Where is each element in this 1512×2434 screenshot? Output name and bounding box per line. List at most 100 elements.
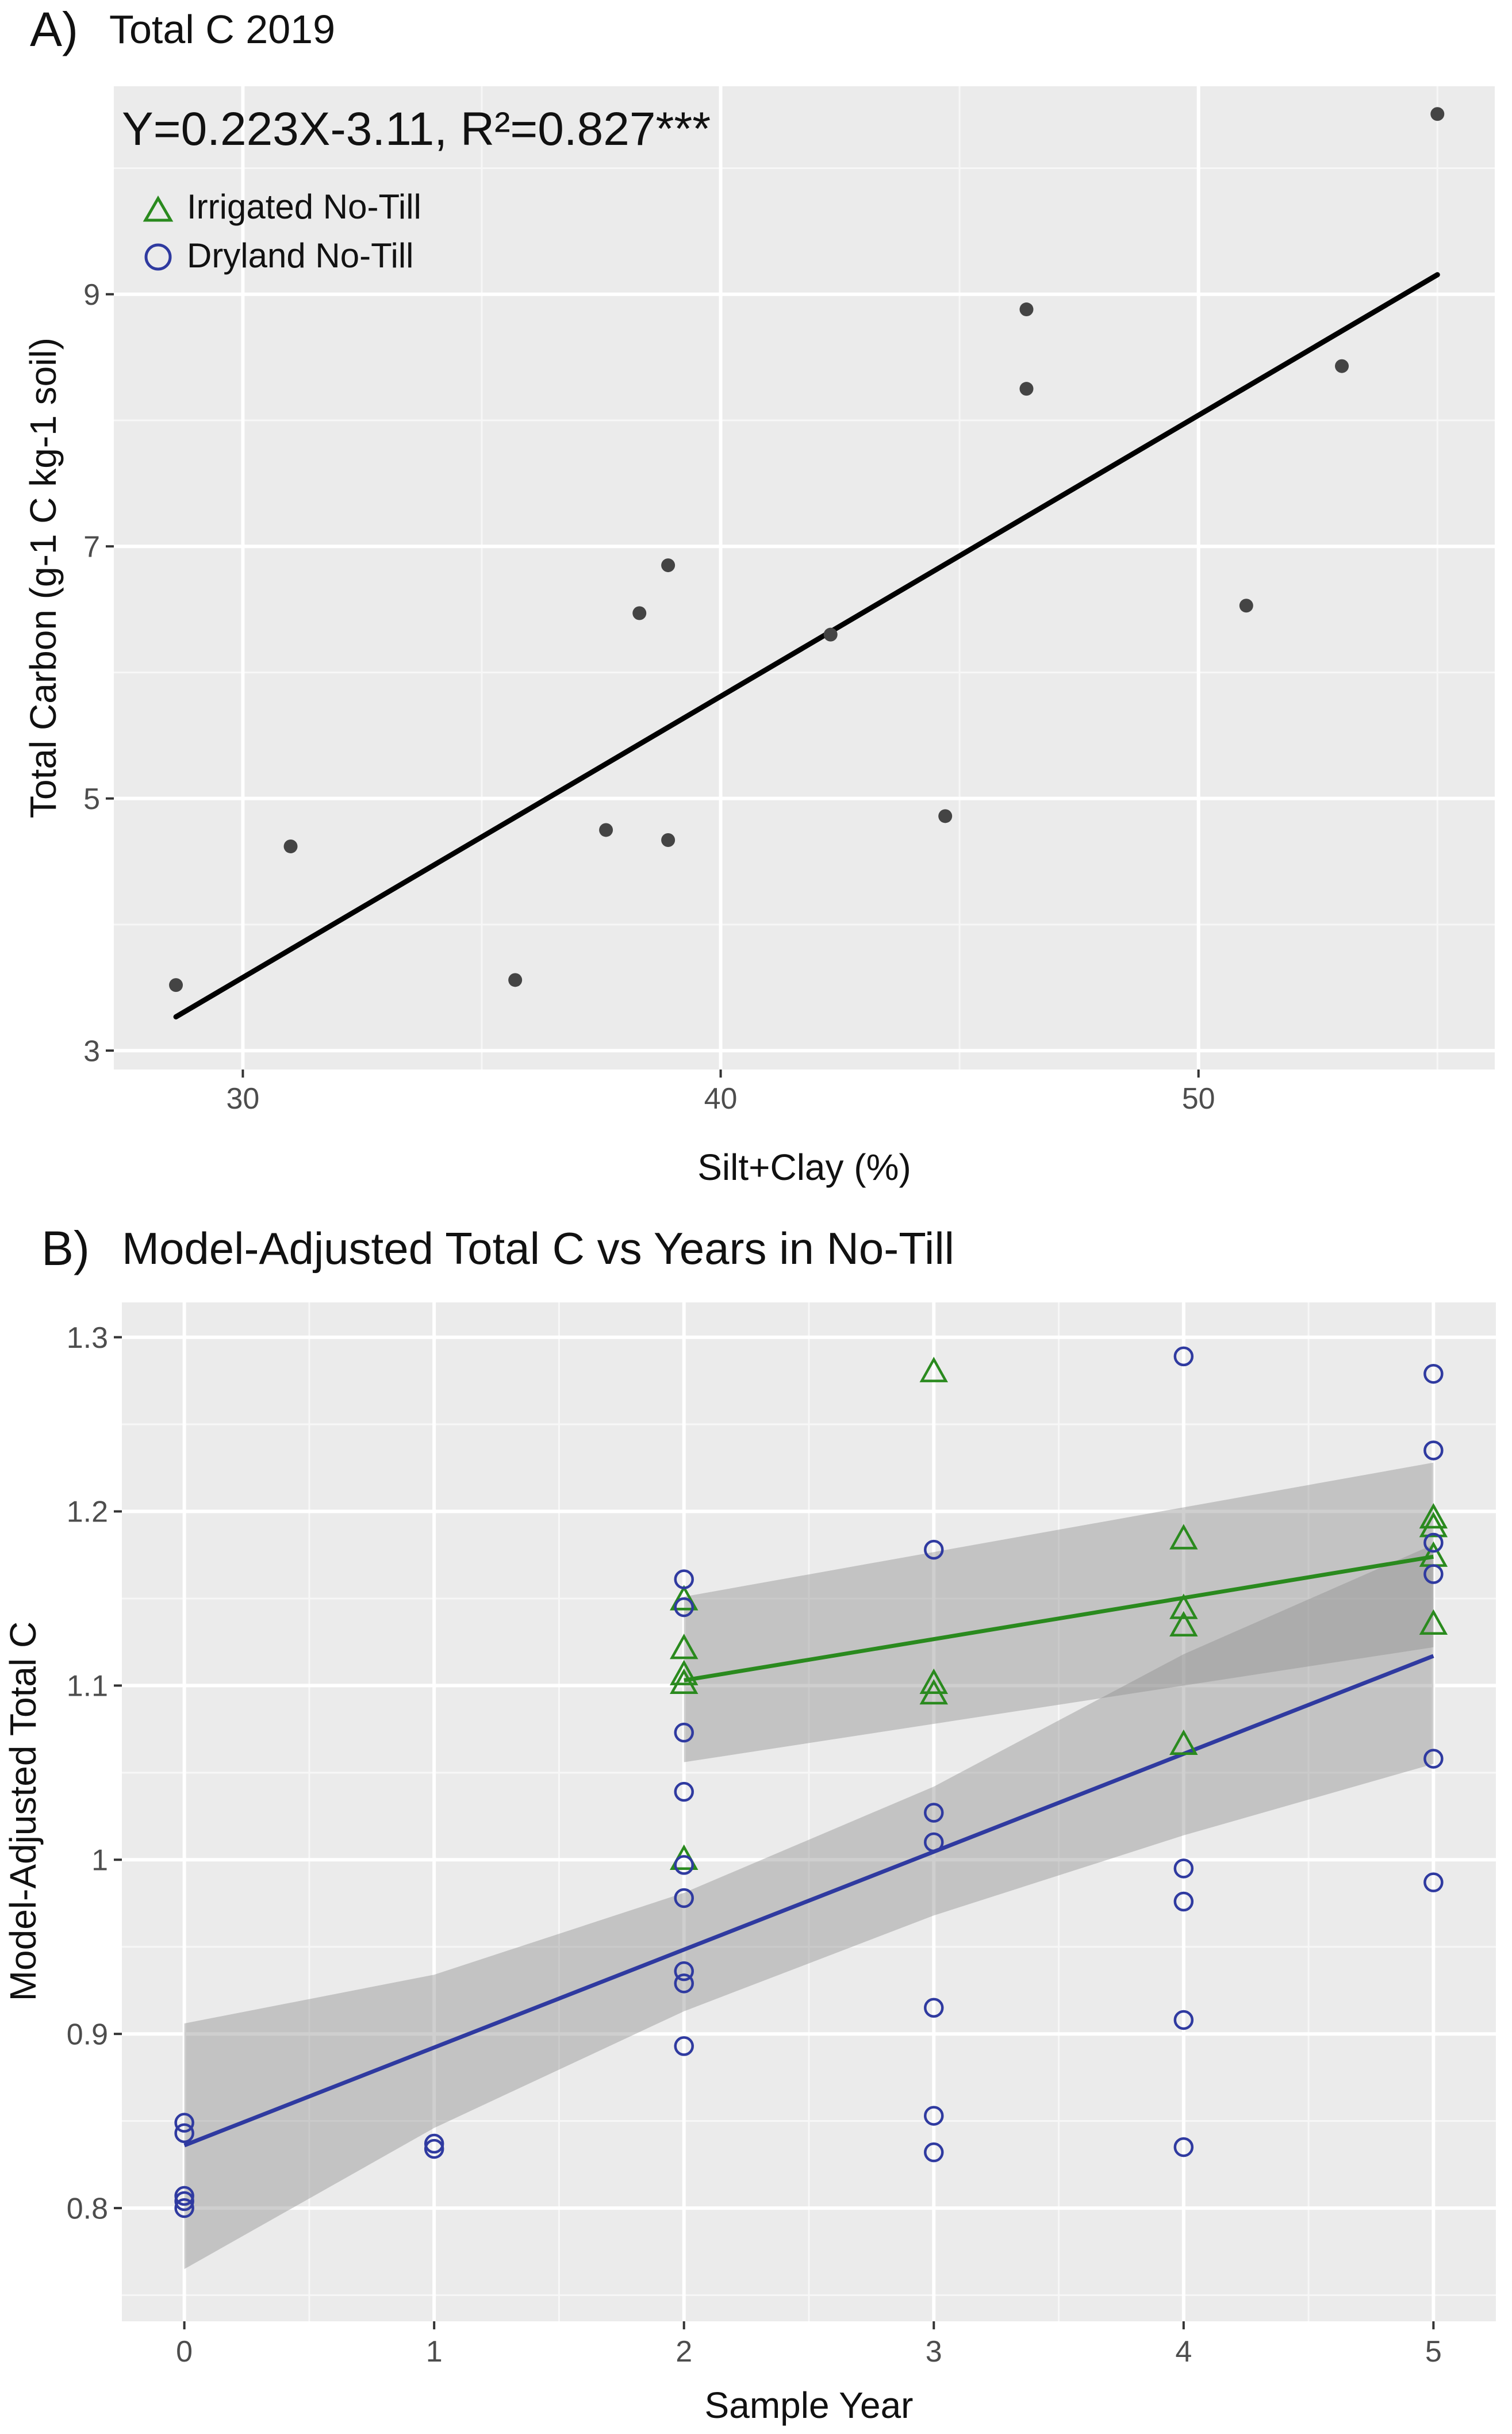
panel-b-label: B) — [41, 1221, 90, 1275]
x-tick-label: 50 — [1182, 1082, 1215, 1116]
irrigated-point — [1169, 1729, 1198, 1755]
y-tick-label: 1 — [91, 1843, 108, 1877]
data-point — [1335, 359, 1349, 373]
panel-b-model-adjusted: B) Model-Adjusted Total C vs Years in No… — [2, 1221, 1496, 2426]
irrigated-point — [669, 1585, 699, 1611]
panel-a-gridlines — [114, 86, 1495, 1070]
confidence-band-triangle — [684, 1462, 1434, 1762]
dryland-point — [674, 1888, 694, 1908]
data-point — [599, 823, 613, 837]
irrigated-point — [669, 1634, 699, 1659]
panel-b-fit-lines — [183, 1554, 1434, 2148]
panel-a-label: A) — [30, 2, 78, 56]
data-point — [661, 558, 676, 573]
panel-b-confidence-bands — [184, 1462, 1434, 2270]
dryland-point — [1173, 2137, 1194, 2157]
panel-a-x-axis-title: Silt+Clay (%) — [697, 1147, 911, 1188]
x-tick-label: 30 — [226, 1082, 259, 1116]
irrigated-point — [1419, 1502, 1448, 1529]
dryland-point — [1173, 1891, 1194, 1912]
x-tick-label: 40 — [704, 1082, 738, 1116]
dryland-point — [1423, 1532, 1444, 1553]
circle-marker-icon — [144, 243, 172, 271]
panel-b-gridlines — [122, 1302, 1496, 2321]
dryland-point — [1423, 1363, 1444, 1384]
dryland-point — [1423, 1872, 1444, 1892]
data-point — [508, 973, 523, 987]
panel-a-legend: Irrigated No-Till Dryland No-Till — [143, 187, 421, 275]
y-tick-label: 1.3 — [67, 1321, 108, 1355]
dryland-point — [674, 1961, 694, 1981]
y-tick-label: 1.2 — [67, 1496, 108, 1529]
panel-a-y-axis-title: Total Carbon (g-1 C kg-1 soil) — [22, 338, 64, 818]
triangle-marker-icon — [143, 196, 174, 222]
dryland-point — [674, 1973, 694, 1994]
panel-b-y-axis-title: Model-Adjusted Total C — [2, 1622, 44, 2002]
legend-label-irrigated: Irrigated No-Till — [187, 187, 421, 226]
dryland-point — [1173, 1346, 1194, 1367]
panel-a-plot-area — [114, 86, 1495, 1070]
y-tick-label: 3 — [83, 1034, 100, 1068]
dryland-point — [674, 1781, 694, 1802]
panel-a-title: Total C 2019 — [109, 7, 335, 52]
x-tick-label: 3 — [926, 2335, 942, 2368]
dryland-point — [1423, 1564, 1444, 1584]
dryland-point — [924, 2106, 944, 2126]
fit-line-circle — [183, 1654, 1434, 2148]
x-tick-label: 0 — [176, 2335, 193, 2368]
dryland-point — [674, 1722, 694, 1743]
dryland-point — [174, 2198, 194, 2218]
irrigated-point — [1169, 1611, 1198, 1637]
irrigated-point — [669, 1659, 699, 1685]
panel-a-equation: Y=0.223X-3.11, R²=0.827*** — [122, 103, 711, 155]
x-tick-label: 1 — [426, 2335, 443, 2368]
data-point — [1239, 599, 1253, 613]
dryland-point — [924, 1832, 944, 1853]
dryland-point — [174, 2113, 194, 2133]
irrigated-point — [669, 1668, 699, 1695]
y-tick-label: 9 — [83, 278, 100, 312]
panel-b-points — [174, 1346, 1448, 2218]
panel-b-x-axis-title: Sample Year — [705, 2385, 914, 2426]
dryland-point — [924, 2142, 944, 2163]
dryland-point — [174, 2191, 194, 2211]
irrigated-point — [1169, 1524, 1198, 1550]
x-tick-label: 2 — [676, 2335, 692, 2368]
dryland-point — [174, 2186, 194, 2206]
dryland-point — [924, 1803, 944, 1823]
dryland-point — [1423, 1749, 1444, 1769]
dryland-point — [674, 1569, 694, 1589]
dryland-point — [1173, 2010, 1194, 2030]
irrigated-point — [1419, 1609, 1448, 1635]
irrigated-point — [919, 1668, 949, 1695]
dryland-point — [674, 1855, 694, 1875]
panel-a-total-c-2019: A) Total C 2019 30 40 50 3 5 7 9 Y=0.223X-3.11… — [22, 2, 1495, 1188]
dryland-point — [1423, 1440, 1444, 1461]
dryland-point — [1173, 1858, 1194, 1879]
data-point — [632, 606, 647, 620]
dryland-point — [674, 2036, 694, 2056]
panel-b-axis-ticks: 0 1 2 3 4 5 0.8 0.9 1 1.1 1.2 1.3 — [67, 1321, 1442, 2368]
y-tick-label: 1.1 — [67, 1670, 108, 1703]
data-point — [1019, 382, 1034, 396]
dryland-point — [924, 1539, 944, 1560]
panel-a-points — [169, 107, 1445, 992]
regression-line — [173, 272, 1440, 1019]
y-tick-label: 0.9 — [67, 2018, 108, 2051]
dryland-point — [424, 2133, 444, 2154]
data-point — [1019, 302, 1034, 317]
irrigated-point — [919, 1678, 949, 1705]
panel-a-fit-layer — [173, 272, 1440, 1019]
x-tick-label: 5 — [1425, 2335, 1442, 2368]
irrigated-point — [1169, 1593, 1198, 1619]
irrigated-point — [919, 1356, 949, 1382]
data-point — [823, 627, 838, 642]
data-point — [169, 978, 183, 992]
legend-label-dryland: Dryland No-Till — [187, 236, 414, 275]
irrigated-point — [1419, 1512, 1448, 1538]
legend-item-dryland: Dryland No-Till — [144, 236, 414, 275]
dryland-point — [924, 1998, 944, 2018]
y-tick-label: 0.8 — [67, 2192, 108, 2225]
data-point — [283, 839, 298, 853]
